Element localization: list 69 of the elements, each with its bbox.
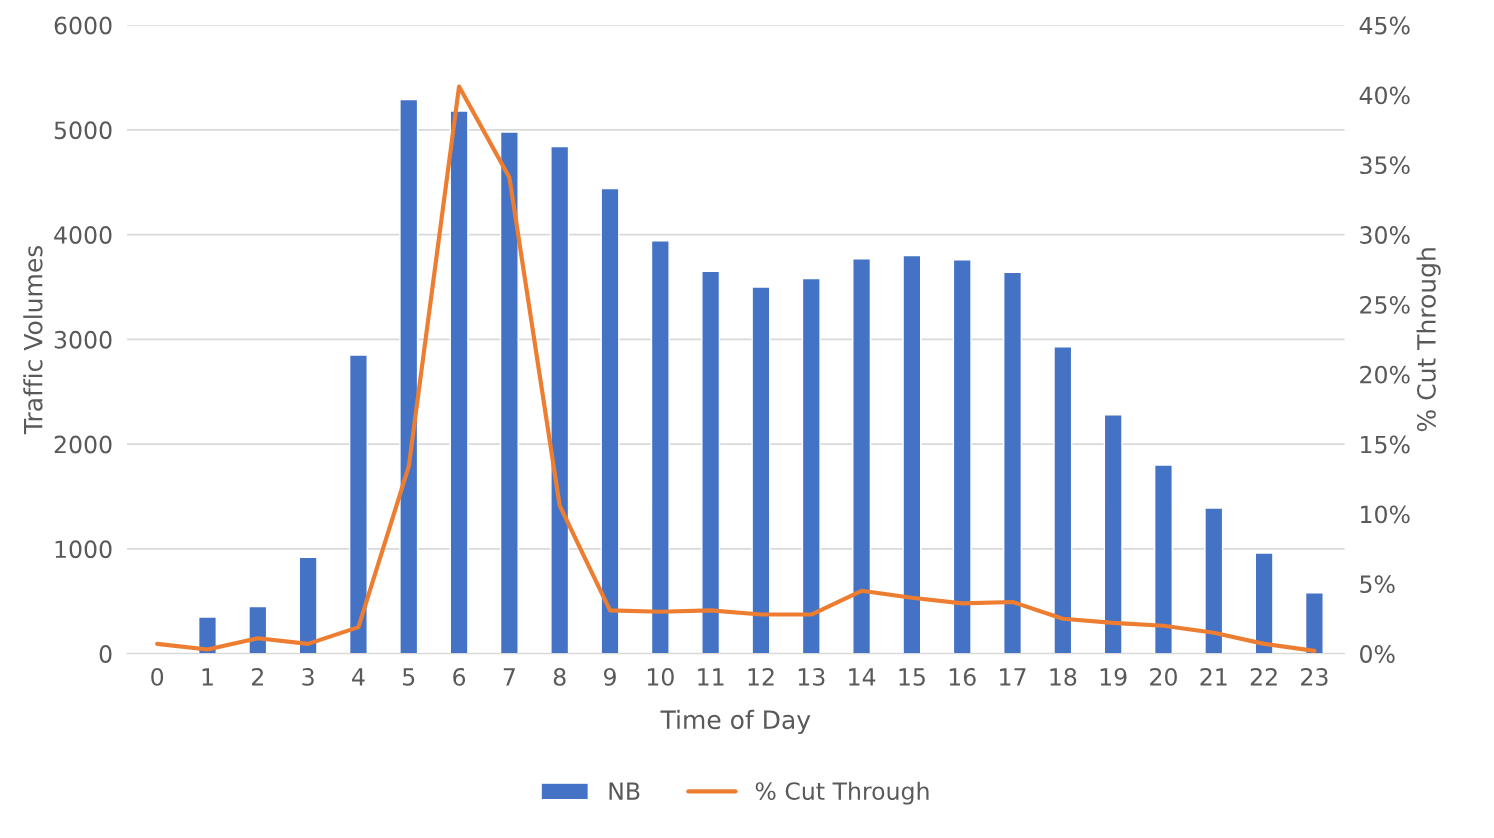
- x-tick-label: 15: [899, 668, 925, 686]
- x-tick-label: 23: [1301, 667, 1328, 686]
- y-tick-label: 5000: [54, 121, 112, 140]
- bar: [399, 98, 419, 654]
- x-tick-label: 6: [453, 667, 466, 686]
- legend-label: % Cut Through: [755, 781, 929, 805]
- y2-tick-label: 0%: [1360, 645, 1395, 663]
- x-tick-label: 10: [647, 667, 674, 686]
- y-axis-title: Traffic Volumes: [23, 245, 43, 435]
- y2-tick-label: 35%: [1360, 156, 1410, 175]
- y-tick-label: 3000: [54, 330, 112, 349]
- x-tick-label: 13: [798, 667, 825, 686]
- bar: [1204, 507, 1224, 654]
- y2-tick-label: 25%: [1360, 295, 1410, 314]
- x-tick-label: 22: [1250, 667, 1277, 686]
- bar: [902, 254, 922, 654]
- x-tick-label: 7: [503, 668, 515, 686]
- y-tick-label: 6000: [54, 16, 112, 35]
- x-tick-label: 8: [553, 667, 566, 686]
- x-tick-label: 1: [202, 668, 213, 686]
- legend-label: NB: [609, 782, 640, 800]
- x-tick-label: 20: [1150, 667, 1177, 686]
- bar: [852, 258, 872, 654]
- y2-tick-label: 40%: [1359, 86, 1410, 105]
- y2-tick-label: 45%: [1359, 16, 1410, 35]
- y2-tick-label: 10%: [1361, 505, 1410, 524]
- x-tick-label: 9: [603, 667, 616, 686]
- bar: [248, 605, 268, 654]
- x-tick-label: 19: [1100, 667, 1127, 686]
- bar: [1053, 346, 1073, 654]
- y2-tick-label: 5%: [1360, 575, 1395, 594]
- x-tick-label: 18: [1050, 667, 1077, 686]
- bar: [952, 259, 972, 654]
- bar: [801, 277, 821, 654]
- bar: [701, 270, 721, 654]
- x-tick-label: 12: [748, 667, 774, 686]
- y-tick-label: 0: [99, 645, 112, 663]
- x-tick-label: 3: [302, 667, 314, 686]
- y2-tick-label: 15%: [1361, 435, 1410, 454]
- y2-axis-title: % Cut Through: [1416, 248, 1441, 432]
- x-tick-label: 4: [352, 668, 365, 686]
- bar: [550, 145, 570, 654]
- y-tick-label: 4000: [54, 226, 112, 244]
- x-tick-label: 21: [1200, 667, 1227, 686]
- y2-tick-label: 20%: [1360, 365, 1410, 384]
- bar: [1003, 271, 1023, 654]
- x-tick-label: 11: [698, 668, 724, 686]
- bar: [751, 286, 771, 654]
- x-axis-title: Time of Day: [660, 709, 811, 735]
- bar: [449, 110, 469, 654]
- x-tick-label: 2: [252, 667, 263, 686]
- x-tick-label: 14: [849, 668, 876, 686]
- bar: [1254, 552, 1274, 654]
- bar: [1103, 414, 1123, 654]
- bar: [1304, 592, 1324, 654]
- bar: [1153, 464, 1173, 654]
- bar: [650, 240, 670, 654]
- x-tick-label: 17: [1000, 668, 1026, 686]
- line-series: [155, 84, 1317, 653]
- bar: [298, 556, 318, 654]
- y-tick-label: 2000: [54, 435, 112, 454]
- bar: [348, 354, 368, 654]
- y2-tick-label: 30%: [1360, 226, 1410, 244]
- x-tick-label: 5: [403, 668, 415, 686]
- bar: [499, 131, 519, 654]
- x-tick-label: 16: [949, 667, 976, 686]
- x-tick-label: 0: [151, 667, 164, 686]
- y-tick-label: 1000: [55, 540, 112, 559]
- bar: [600, 187, 620, 654]
